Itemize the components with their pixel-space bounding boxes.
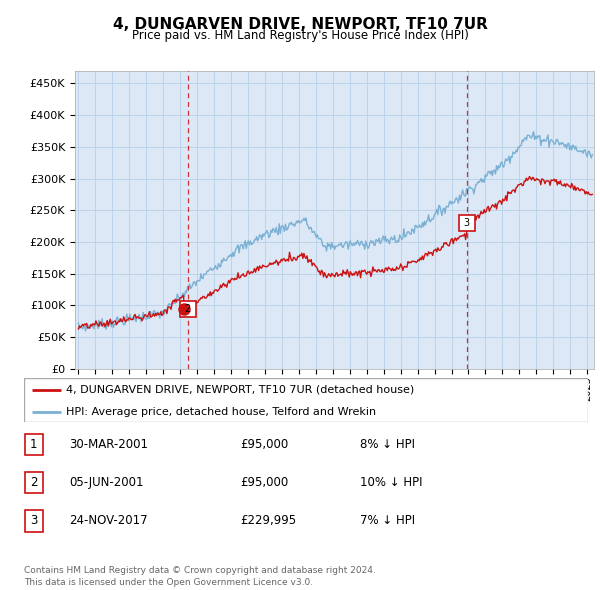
Text: Price paid vs. HM Land Registry's House Price Index (HPI): Price paid vs. HM Land Registry's House …	[131, 30, 469, 42]
Text: 10% ↓ HPI: 10% ↓ HPI	[360, 476, 422, 489]
Text: 4, DUNGARVEN DRIVE, NEWPORT, TF10 7UR (detached house): 4, DUNGARVEN DRIVE, NEWPORT, TF10 7UR (d…	[66, 385, 415, 395]
Text: 30-MAR-2001: 30-MAR-2001	[69, 438, 148, 451]
Text: £95,000: £95,000	[240, 476, 288, 489]
Text: 05-JUN-2001: 05-JUN-2001	[69, 476, 143, 489]
Text: 7% ↓ HPI: 7% ↓ HPI	[360, 514, 415, 527]
Text: 24-NOV-2017: 24-NOV-2017	[69, 514, 148, 527]
Text: 4, DUNGARVEN DRIVE, NEWPORT, TF10 7UR: 4, DUNGARVEN DRIVE, NEWPORT, TF10 7UR	[113, 17, 487, 31]
Text: 2: 2	[184, 303, 191, 313]
Text: £95,000: £95,000	[240, 438, 288, 451]
Text: 1: 1	[30, 438, 38, 451]
Text: 3: 3	[30, 514, 38, 527]
Text: £229,995: £229,995	[240, 514, 296, 527]
Text: HPI: Average price, detached house, Telford and Wrekin: HPI: Average price, detached house, Telf…	[66, 407, 376, 417]
Text: 2: 2	[30, 476, 38, 489]
Text: Contains HM Land Registry data © Crown copyright and database right 2024.
This d: Contains HM Land Registry data © Crown c…	[24, 566, 376, 587]
Text: 8% ↓ HPI: 8% ↓ HPI	[360, 438, 415, 451]
Text: 3: 3	[464, 218, 470, 228]
